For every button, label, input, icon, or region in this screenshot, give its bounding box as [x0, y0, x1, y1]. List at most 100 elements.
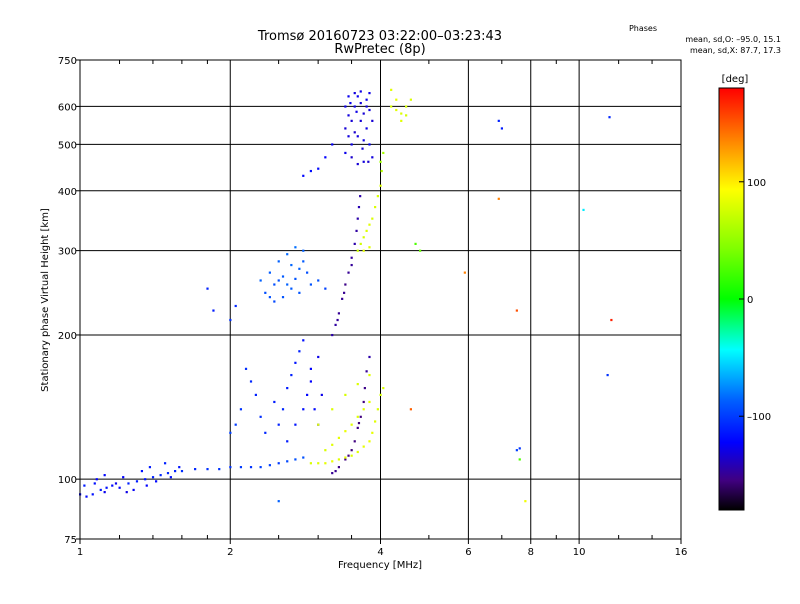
data-point: [359, 242, 362, 245]
data-point: [99, 488, 102, 492]
data-point: [302, 339, 305, 342]
data-point: [268, 296, 271, 299]
x-tick-label: 1: [77, 547, 83, 558]
data-point: [103, 491, 106, 494]
data-point: [331, 460, 334, 463]
colorbar-tick-label: –100: [747, 412, 771, 423]
data-point: [206, 287, 209, 290]
series-X: [309, 88, 527, 503]
data-point: [368, 108, 371, 112]
data-point: [317, 167, 320, 170]
series-other: [409, 197, 613, 411]
data-point: [371, 119, 374, 122]
data-point: [341, 297, 344, 300]
data-point: [347, 135, 350, 138]
data-point: [350, 256, 353, 259]
data-point: [405, 114, 408, 117]
data-point: [380, 169, 383, 173]
data-point: [368, 143, 371, 146]
data-point: [350, 143, 353, 146]
data-point: [347, 271, 350, 274]
data-point: [286, 460, 289, 463]
data-point: [344, 430, 347, 433]
data-point: [286, 283, 289, 286]
data-point: [83, 484, 86, 487]
data-point: [382, 386, 385, 390]
y-tick-label: 300: [58, 247, 77, 258]
data-point: [582, 208, 585, 212]
data-point: [356, 249, 359, 252]
data-point: [173, 469, 177, 473]
data-point: [355, 229, 358, 232]
data-point: [353, 131, 356, 134]
data-point: [344, 105, 347, 108]
data-point: [151, 476, 155, 479]
data-point: [356, 415, 359, 418]
colorbar-unit: [deg]: [722, 74, 749, 85]
data-point: [229, 431, 232, 434]
phase-heading: Phases: [629, 24, 657, 33]
data-point: [409, 98, 412, 101]
data-point: [140, 469, 144, 473]
data-point: [229, 466, 232, 469]
data-point: [331, 408, 334, 411]
data-point: [362, 112, 365, 115]
data-point: [302, 456, 305, 459]
series-O: [79, 90, 611, 503]
data-point: [344, 456, 347, 459]
title-block: Tromsø 20160723 03:22:00–03:23:43 RwPret…: [257, 29, 502, 57]
data-point: [362, 236, 365, 239]
data-point: [379, 184, 382, 187]
data-point: [331, 472, 334, 475]
data-point: [515, 449, 518, 452]
data-point: [294, 277, 297, 280]
data-point: [294, 246, 297, 249]
data-point: [371, 431, 374, 434]
data-point: [365, 98, 368, 101]
data-point: [374, 420, 377, 423]
data-point: [273, 283, 276, 286]
data-point: [337, 466, 341, 469]
data-point: [344, 283, 347, 286]
data-point: [331, 443, 334, 446]
data-point: [347, 95, 350, 98]
data-point: [356, 217, 359, 220]
data-point: [281, 408, 285, 411]
data-point: [273, 400, 276, 404]
data-point: [298, 291, 301, 294]
data-point: [400, 112, 403, 115]
phase-legend: Phases mean, sd,O: –95.0, 15.1 mean, sd,…: [629, 24, 781, 55]
data-point: [337, 436, 341, 439]
data-point: [363, 386, 366, 390]
chart-title: Tromsø 20160723 03:22:00–03:23:43: [257, 29, 502, 44]
data-point: [359, 195, 362, 198]
data-point: [277, 423, 280, 426]
data-point: [85, 495, 88, 498]
y-tick-label: 200: [58, 331, 77, 342]
data-point: [368, 91, 371, 95]
data-point: [334, 469, 337, 473]
data-point: [309, 380, 312, 383]
data-point: [249, 466, 253, 469]
data-point: [356, 95, 359, 98]
data-point: [254, 393, 257, 397]
data-point: [309, 169, 312, 173]
data-point: [155, 480, 158, 483]
data-point: [365, 370, 368, 373]
data-point: [324, 462, 327, 465]
data-point: [356, 426, 359, 430]
data-point: [356, 135, 359, 138]
data-point: [290, 373, 293, 377]
data-point: [365, 127, 368, 130]
data-point: [264, 291, 267, 294]
data-point: [306, 393, 309, 397]
data-point: [356, 162, 359, 166]
data-point: [350, 119, 353, 122]
chart-subtitle: RwPretec (8p): [334, 42, 425, 57]
data-point: [518, 447, 521, 450]
data-point: [362, 400, 365, 404]
data-point: [324, 287, 327, 290]
data-point: [302, 249, 305, 252]
data-point: [350, 454, 353, 457]
